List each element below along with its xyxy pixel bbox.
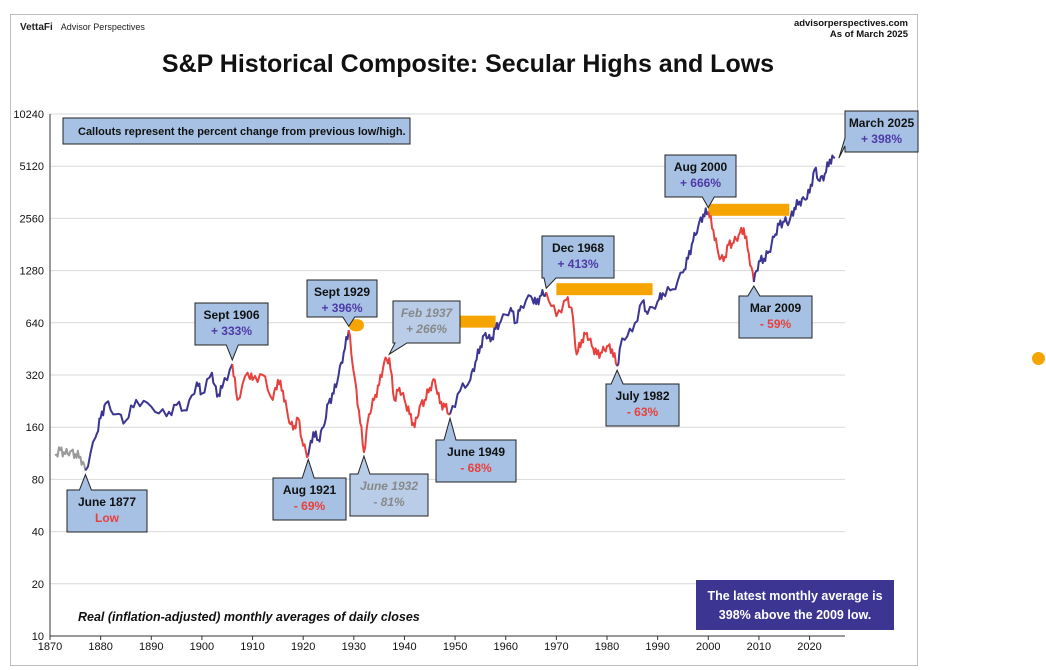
callout-pct: - 81% bbox=[373, 495, 405, 509]
callout-label: June 1949 bbox=[447, 445, 505, 459]
callout-pct: + 398% bbox=[861, 132, 902, 146]
callout-box bbox=[349, 454, 429, 517]
callout-label: March 2025 bbox=[849, 116, 915, 130]
brand-subtitle: Advisor Perspectives bbox=[60, 22, 145, 32]
callout-box bbox=[387, 300, 461, 356]
plateau-bar bbox=[455, 315, 496, 328]
x-tick-label: 2000 bbox=[696, 641, 720, 653]
info-box-text: Callouts represent the percent change fr… bbox=[78, 126, 406, 138]
callout-pct: - 69% bbox=[294, 499, 326, 513]
x-tick-label: 1870 bbox=[38, 641, 62, 653]
series-line-bull bbox=[752, 154, 836, 283]
brand-name: VettaFi bbox=[20, 22, 53, 33]
x-tick-label: 1970 bbox=[544, 641, 568, 653]
source-date: As of March 2025 bbox=[829, 29, 908, 40]
callout-pct: + 396% bbox=[321, 301, 362, 315]
y-tick-label: 2560 bbox=[20, 213, 44, 225]
callout-box bbox=[738, 285, 813, 339]
series-line-bear bbox=[545, 292, 619, 367]
callout-label: Sept 1929 bbox=[314, 285, 370, 299]
callout-label: Mar 2009 bbox=[750, 301, 802, 315]
callout-box bbox=[306, 279, 378, 328]
callout-label: Sept 1906 bbox=[203, 308, 259, 322]
x-tick-label: 1940 bbox=[392, 641, 416, 653]
y-tick-label: 10240 bbox=[13, 109, 44, 121]
callout-label: June 1877 bbox=[78, 495, 136, 509]
callout-box bbox=[605, 368, 680, 427]
plateau-bar bbox=[556, 283, 653, 296]
chart-plot: 10 20 40 80 160 320 640 1280 2560 5120 10240 1870 18… bbox=[13, 109, 919, 653]
latest-note-box bbox=[696, 580, 894, 630]
callout-label: Feb 1937 bbox=[401, 306, 454, 320]
callout-pct: - 68% bbox=[460, 461, 492, 475]
latest-note-line1: The latest monthly average is bbox=[707, 589, 882, 603]
y-tick-label: 320 bbox=[26, 370, 44, 382]
callout-pct: + 266% bbox=[406, 322, 447, 336]
callout-pct: + 333% bbox=[211, 324, 252, 338]
x-tick-label: 1990 bbox=[645, 641, 669, 653]
callout-label: June 1932 bbox=[360, 479, 418, 493]
series-line-bear bbox=[231, 363, 310, 459]
series-line-bull bbox=[616, 207, 710, 367]
series-line-bear bbox=[347, 330, 450, 454]
y-tick-label: 640 bbox=[26, 318, 44, 330]
callout-box bbox=[66, 473, 148, 533]
callout-pct: + 666% bbox=[680, 176, 721, 190]
callout-pct: - 59% bbox=[760, 317, 792, 331]
callout-label: Dec 1968 bbox=[552, 241, 604, 255]
y-tick-label: 20 bbox=[32, 579, 44, 591]
info-box bbox=[62, 117, 411, 145]
callout-box bbox=[435, 416, 517, 483]
series-line-bull bbox=[84, 363, 234, 472]
series-line-early bbox=[54, 446, 87, 471]
callout-label: July 1982 bbox=[615, 389, 669, 403]
y-tick-label: 160 bbox=[26, 422, 44, 434]
y-tick-label: 5120 bbox=[20, 161, 44, 173]
series-line-bear bbox=[707, 211, 755, 283]
plateau-bar bbox=[348, 319, 364, 332]
y-tick-label: 10 bbox=[32, 631, 44, 643]
x-tick-label: 1900 bbox=[190, 641, 214, 653]
callout-pct: Low bbox=[95, 511, 120, 525]
y-tick-label: 80 bbox=[32, 474, 44, 486]
x-tick-label: 1910 bbox=[240, 641, 264, 653]
series-line-bull bbox=[449, 289, 548, 415]
callout-pct: - 63% bbox=[627, 405, 659, 419]
series-line-bull bbox=[307, 330, 350, 456]
x-tick-label: 1980 bbox=[595, 641, 619, 653]
brand-logo: VettaFi Advisor Perspectives bbox=[20, 22, 145, 33]
plateau-bar bbox=[708, 203, 790, 216]
source-info: advisorperspectives.com As of March 2025 bbox=[794, 18, 908, 40]
x-tick-label: 2010 bbox=[747, 641, 771, 653]
footnote: Real (inflation-adjusted) monthly averag… bbox=[78, 610, 420, 624]
chart-frame bbox=[10, 14, 918, 666]
callout-label: Aug 2000 bbox=[674, 160, 728, 174]
orange-marker-dot bbox=[1032, 352, 1045, 365]
y-tick-label: 1280 bbox=[20, 266, 44, 278]
x-tick-label: 1920 bbox=[291, 641, 315, 653]
x-tick-label: 1880 bbox=[88, 641, 112, 653]
callout-label: Aug 1921 bbox=[283, 483, 337, 497]
latest-note-line2: 398% above the 2009 low. bbox=[719, 608, 871, 622]
x-tick-label: 1890 bbox=[139, 641, 163, 653]
callout-box bbox=[664, 154, 737, 209]
source-site: advisorperspectives.com bbox=[793, 18, 908, 29]
callout-pct: + 413% bbox=[557, 257, 598, 271]
x-tick-label: 1930 bbox=[342, 641, 366, 653]
callout-box bbox=[541, 235, 615, 290]
callout-box bbox=[272, 457, 347, 521]
x-tick-label: 2020 bbox=[797, 641, 821, 653]
callout-box bbox=[838, 110, 919, 159]
y-tick-label: 40 bbox=[32, 527, 44, 539]
callout-box bbox=[194, 302, 269, 362]
chart-title: S&P Historical Composite: Secular Highs … bbox=[161, 50, 775, 78]
x-tick-label: 1950 bbox=[443, 641, 467, 653]
x-tick-label: 1960 bbox=[493, 641, 517, 653]
